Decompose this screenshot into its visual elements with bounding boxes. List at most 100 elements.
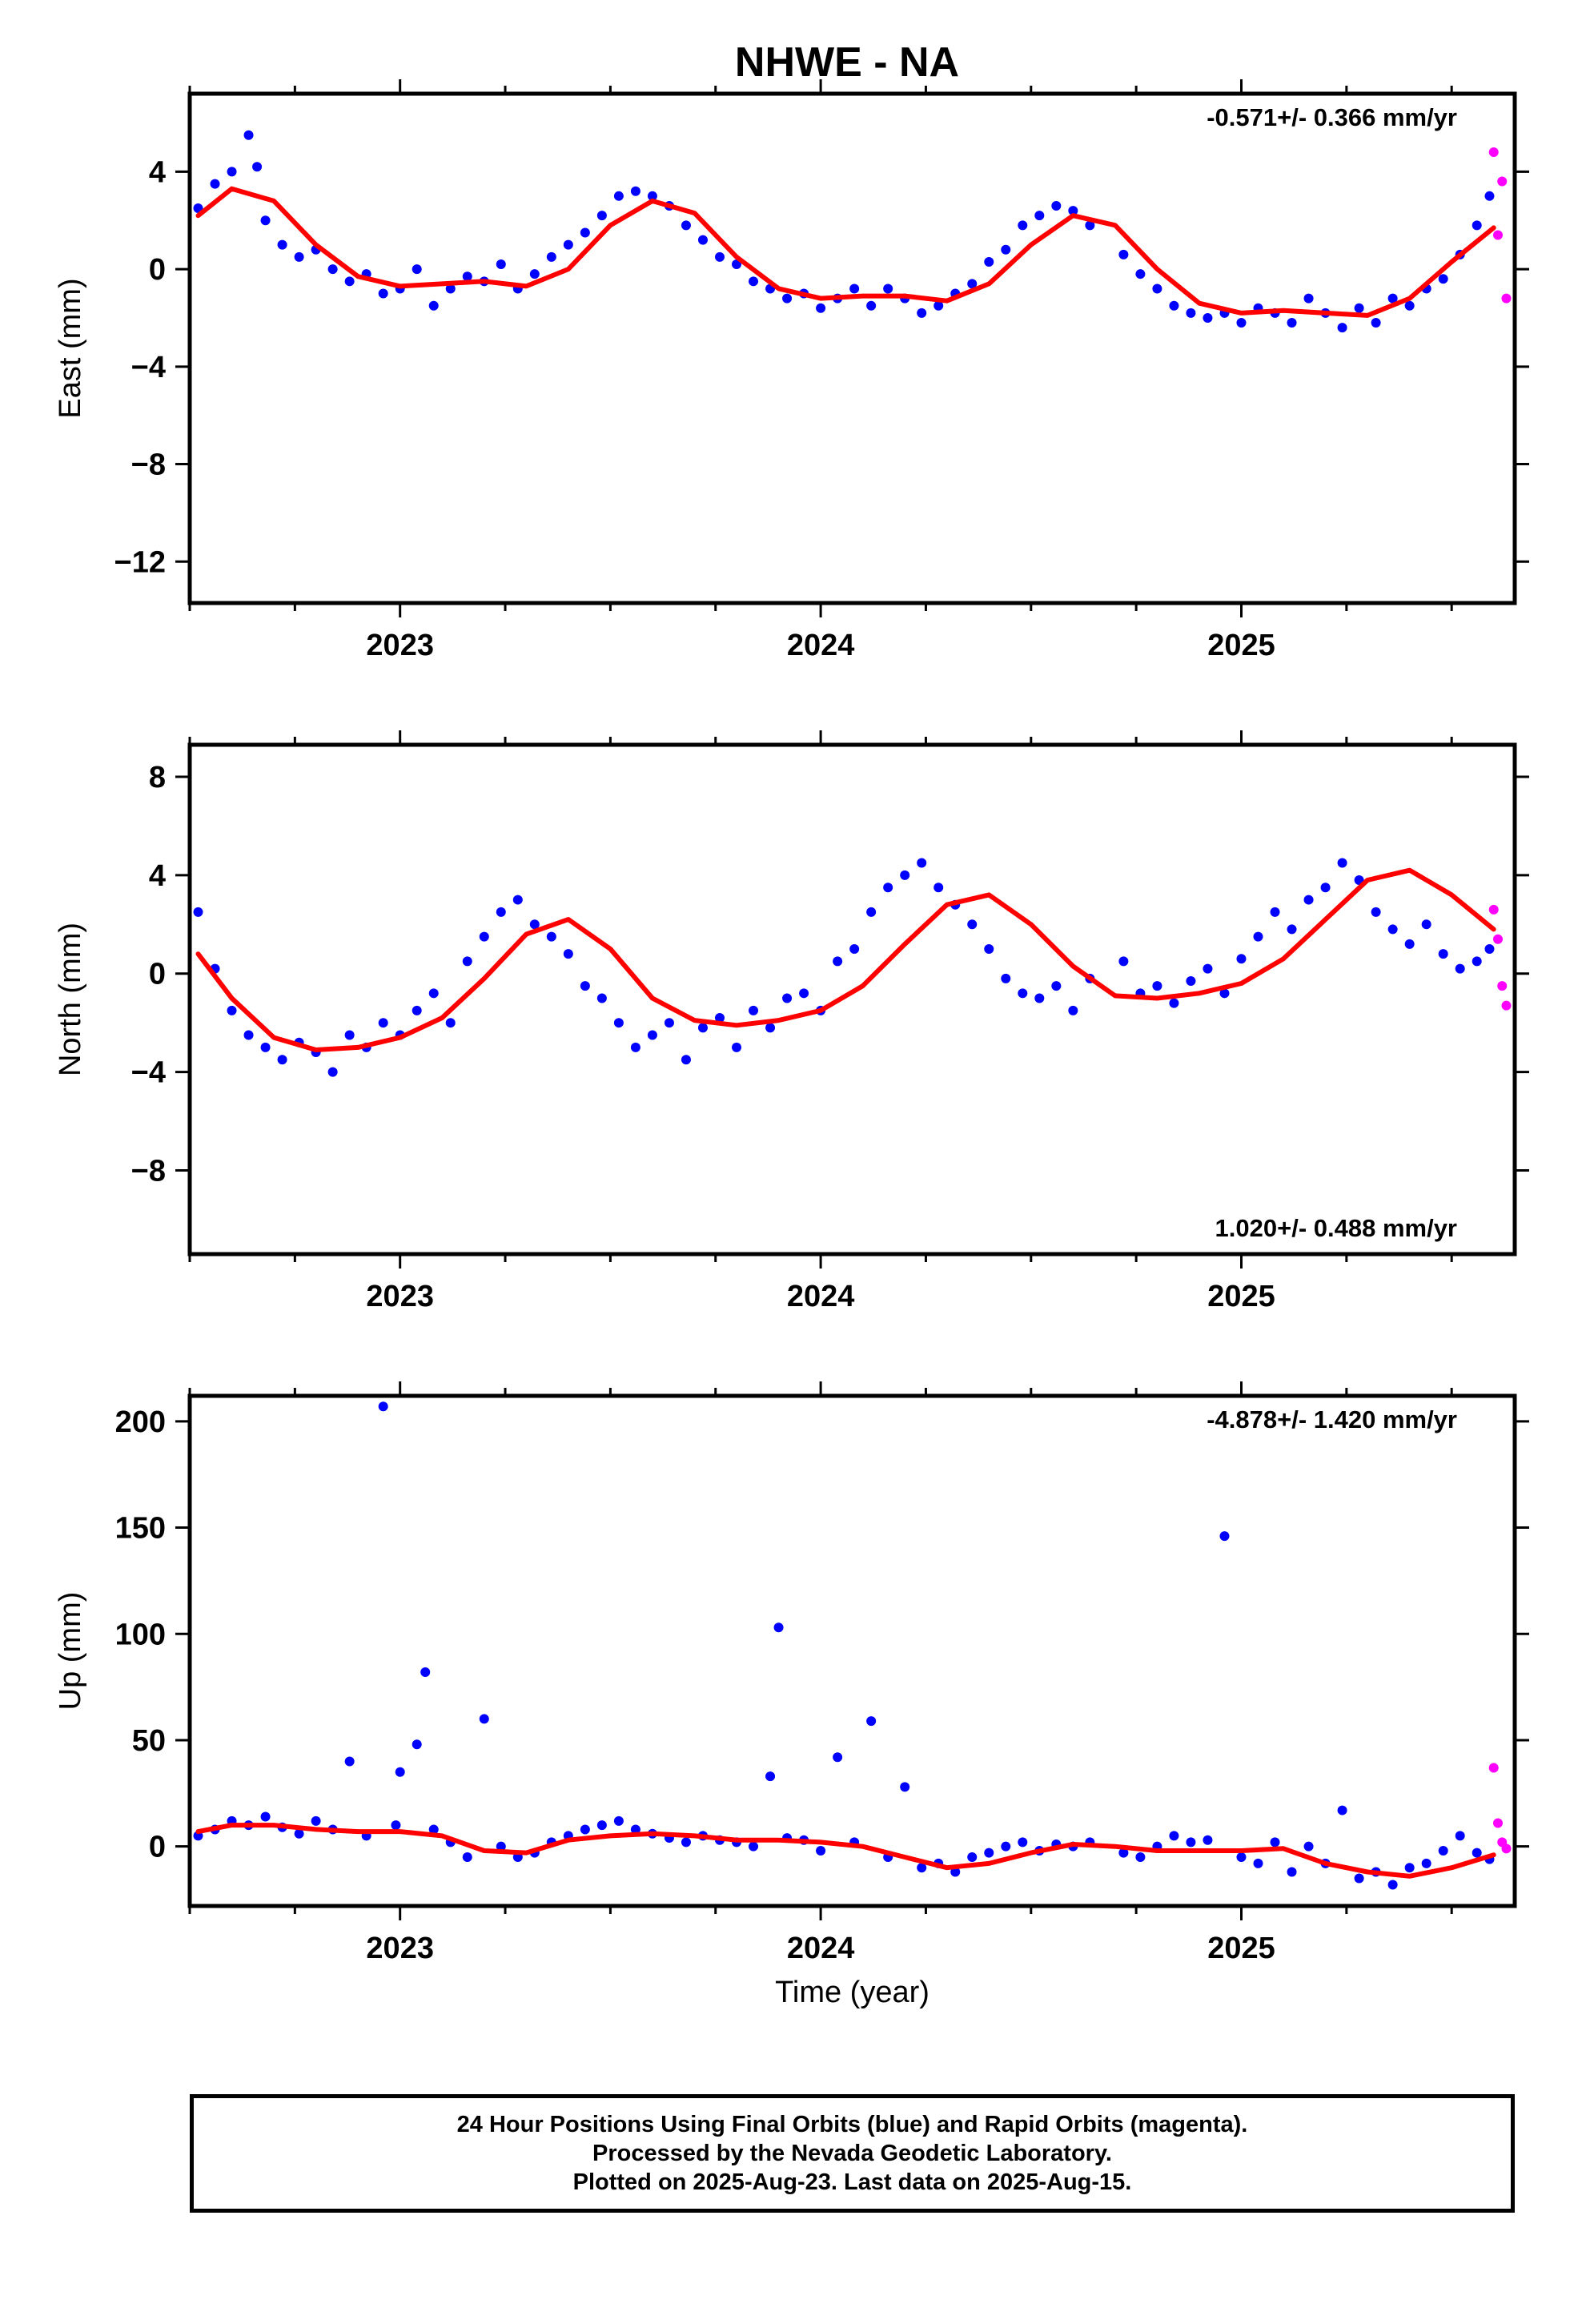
north-final-orbit-point (613, 1018, 624, 1028)
up-final-orbit-point (1018, 1837, 1028, 1848)
up-rate-label: -4.878+/- 1.420 mm/yr (1207, 1405, 1457, 1433)
north-final-orbit-point (664, 1018, 674, 1028)
up-x-tick-label: 2024 (787, 1932, 855, 1965)
up-final-orbit-point (1001, 1841, 1011, 1852)
east-final-orbit-point (496, 259, 506, 270)
up-final-orbit-point (344, 1756, 355, 1767)
north-final-orbit-point (749, 1005, 759, 1015)
north-rapid-orbit-point (1492, 934, 1503, 944)
north-final-orbit-point (563, 949, 573, 959)
north-final-orbit-point (917, 858, 927, 868)
north-y-axis-label: North (mm) (54, 923, 87, 1076)
north-final-orbit-point (1421, 919, 1431, 930)
north-final-orbit-point (327, 1067, 338, 1077)
east-rapid-orbit-point (1497, 176, 1508, 187)
north-final-orbit-point (732, 1042, 742, 1052)
up-final-orbit-point (765, 1771, 776, 1782)
north-final-orbit-point (630, 1042, 640, 1052)
east-final-orbit-point (967, 279, 978, 289)
east-final-orbit-point (1371, 318, 1381, 328)
east-final-orbit-point (883, 283, 893, 294)
up-y-tick-label: 150 (115, 1512, 166, 1546)
east-final-orbit-point (210, 179, 220, 189)
east-final-orbit-point (563, 239, 573, 250)
east-final-orbit-point (580, 227, 590, 238)
up-final-orbit-point (1287, 1867, 1297, 1877)
east-final-orbit-point (816, 303, 826, 313)
up-final-orbit-point (479, 1714, 489, 1724)
north-final-orbit-point (1118, 956, 1129, 967)
up-final-orbit-point (378, 1401, 388, 1412)
north-final-orbit-point (512, 895, 523, 905)
east-final-orbit-point (596, 211, 607, 221)
east-final-orbit-point (1135, 269, 1146, 279)
up-x-axis-label: Time (year) (775, 1976, 930, 2009)
north-final-orbit-point (529, 919, 540, 930)
up-final-orbit-point (1404, 1863, 1415, 1873)
east-final-orbit-point (1118, 249, 1129, 259)
east-panel: 2023 2024 2025 4 0 −4 −8 −12 East (mm) -0.571+/- … (54, 79, 1529, 662)
east-final-orbit-point (546, 251, 556, 262)
north-final-orbit-point (344, 1030, 355, 1040)
north-final-orbit-point (1051, 981, 1062, 991)
east-y-tick-label: −4 (131, 351, 166, 384)
east-final-orbit-point (1404, 300, 1415, 311)
north-final-orbit-point (1387, 924, 1398, 935)
up-final-orbit-point (816, 1845, 826, 1856)
north-final-orbit-point (799, 988, 809, 999)
east-x-tick-label: 2023 (366, 629, 434, 662)
up-final-orbit-point (596, 1820, 607, 1831)
up-final-orbit-point (1186, 1837, 1196, 1848)
east-final-orbit-point (277, 239, 287, 250)
east-final-orbit-point (1169, 300, 1179, 311)
north-final-orbit-point (1337, 858, 1347, 868)
up-final-orbit-point (395, 1767, 405, 1777)
north-final-orbit-point (445, 1018, 456, 1028)
north-final-orbit-point (428, 988, 439, 999)
east-final-orbit-point (1472, 220, 1482, 231)
up-final-orbit-point (1354, 1873, 1364, 1884)
north-final-orbit-point (715, 1013, 725, 1023)
up-x-tick-label: 2025 (1207, 1932, 1275, 1965)
up-final-orbit-point (294, 1828, 304, 1839)
east-final-orbit-point (1387, 293, 1398, 304)
up-y-tick-label: 200 (115, 1405, 166, 1439)
up-final-orbit-point (496, 1841, 506, 1852)
east-final-orbit-point (934, 300, 944, 311)
north-final-orbit-point (934, 883, 944, 893)
north-final-orbit-point (883, 883, 893, 893)
east-final-orbit-point (1018, 220, 1028, 231)
north-trend-fit-line (195, 867, 1496, 1052)
north-final-orbit-point (1455, 963, 1465, 974)
north-final-orbit-point (900, 870, 910, 880)
east-final-orbit-point (849, 283, 860, 294)
north-rapid-orbit-point (1488, 904, 1499, 915)
east-final-orbit-point (1236, 318, 1247, 328)
north-plot-frame (187, 742, 1517, 1256)
up-final-orbit-point (1203, 1835, 1213, 1845)
east-final-orbit-point (681, 220, 691, 231)
east-y-axis-label: East (mm) (54, 278, 87, 418)
up-final-orbit-point (1236, 1852, 1247, 1862)
north-final-orbit-point (1068, 1005, 1078, 1015)
up-final-orbit-point (900, 1782, 910, 1792)
up-final-orbit-point (1438, 1845, 1448, 1856)
north-final-orbit-point (227, 1005, 237, 1015)
up-final-orbit-point (428, 1824, 439, 1835)
east-final-orbit-point (1203, 312, 1213, 323)
east-final-orbit-point (647, 191, 657, 201)
up-final-orbit-point (260, 1811, 271, 1822)
north-rapid-orbit-point (1501, 1000, 1512, 1011)
north-final-orbit-point (782, 993, 793, 1003)
east-x-tick-label: 2025 (1207, 629, 1275, 662)
east-x-tick-label: 2024 (787, 629, 855, 662)
north-final-orbit-point (277, 1055, 287, 1065)
up-final-orbit-point (1337, 1805, 1347, 1815)
east-final-orbit-point (445, 283, 456, 294)
north-final-orbit-point (967, 919, 978, 930)
up-panel: 2023 2024 2025 200 150 100 50 0 Up (mm) Time (yea… (54, 1381, 1529, 2009)
east-final-orbit-point (1152, 283, 1162, 294)
north-final-orbit-point (1472, 956, 1482, 967)
north-final-orbit-point (1303, 895, 1314, 905)
